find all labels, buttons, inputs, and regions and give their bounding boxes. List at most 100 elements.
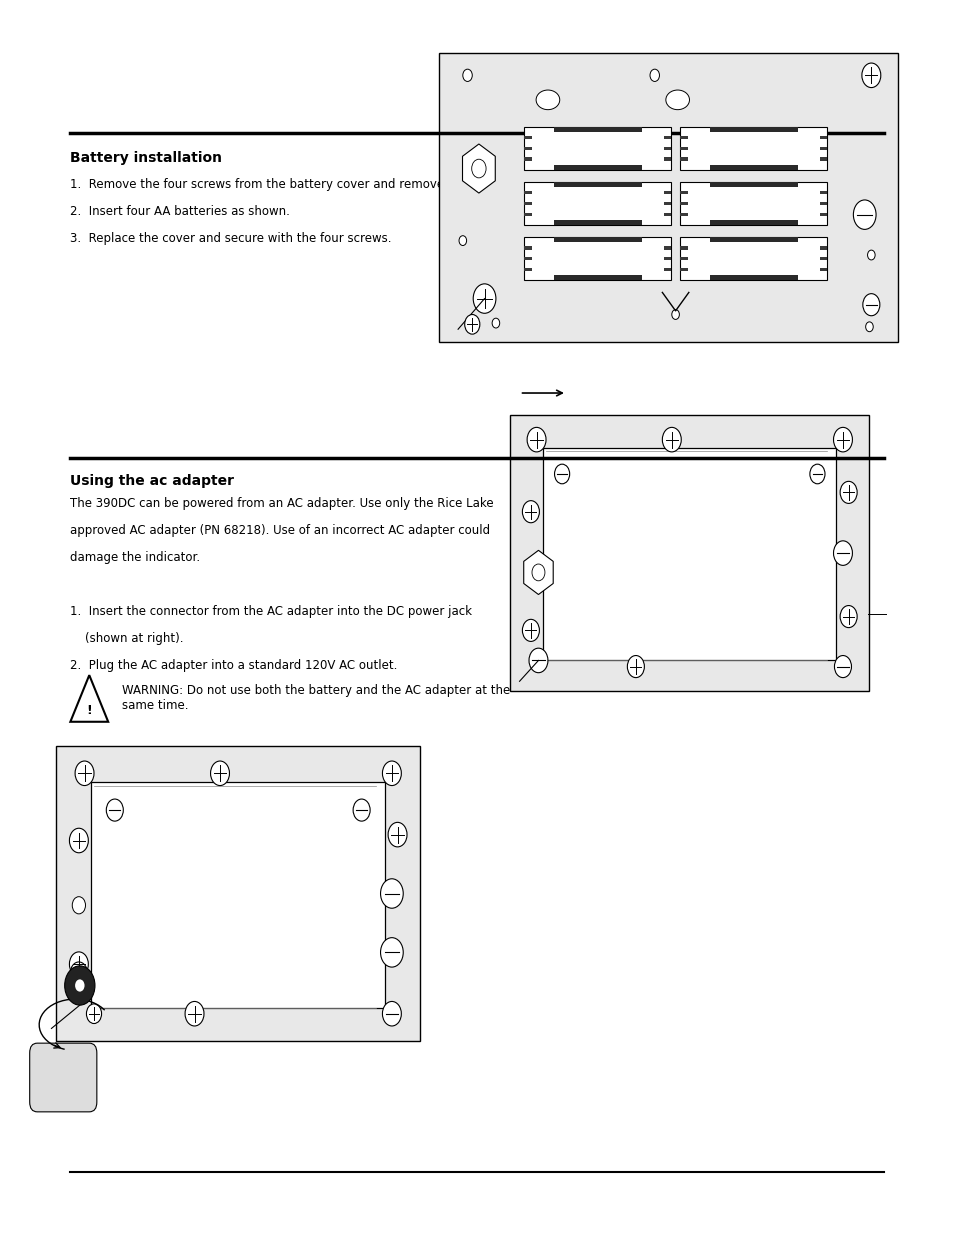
Bar <box>524 257 531 261</box>
Ellipse shape <box>536 90 559 110</box>
Circle shape <box>833 541 852 566</box>
Circle shape <box>380 937 403 967</box>
Bar <box>709 127 797 132</box>
Text: 1.  Remove the four screws from the battery cover and remove the cover.: 1. Remove the four screws from the batte… <box>71 178 506 191</box>
Bar <box>679 268 687 272</box>
Circle shape <box>671 310 679 320</box>
Bar <box>679 246 687 249</box>
Circle shape <box>522 500 538 522</box>
Bar <box>524 201 531 205</box>
Bar <box>819 257 826 261</box>
Circle shape <box>185 1002 204 1026</box>
Bar <box>679 257 687 261</box>
Circle shape <box>70 952 89 977</box>
Text: Using the ac adapter: Using the ac adapter <box>71 474 234 488</box>
Circle shape <box>388 823 407 847</box>
Bar <box>663 147 670 149</box>
Circle shape <box>840 605 856 627</box>
Circle shape <box>840 482 856 504</box>
Circle shape <box>462 69 472 82</box>
Text: 1.  Insert the connector from the AC adapter into the DC power jack: 1. Insert the connector from the AC adap… <box>71 605 472 619</box>
Text: 2.  Plug the AC adapter into a standard 120V AC outlet.: 2. Plug the AC adapter into a standard 1… <box>71 659 397 672</box>
Bar <box>819 157 826 161</box>
Circle shape <box>554 464 569 484</box>
Bar <box>438 53 897 342</box>
Bar <box>819 136 826 140</box>
Text: !: ! <box>87 704 92 716</box>
Circle shape <box>661 427 680 452</box>
Bar <box>524 157 531 161</box>
Ellipse shape <box>665 90 689 110</box>
Circle shape <box>527 427 545 452</box>
Circle shape <box>353 799 370 821</box>
Bar <box>709 237 797 242</box>
Circle shape <box>65 966 95 1005</box>
Bar <box>679 127 826 169</box>
Polygon shape <box>462 144 495 193</box>
Circle shape <box>861 63 880 88</box>
Circle shape <box>106 799 123 821</box>
Text: 3.  Replace the cover and secure with the four screws.: 3. Replace the cover and secure with the… <box>71 232 392 246</box>
Bar <box>663 257 670 261</box>
Bar <box>553 182 640 188</box>
Bar <box>679 157 687 161</box>
Circle shape <box>380 879 403 908</box>
Circle shape <box>522 619 538 641</box>
Circle shape <box>458 236 466 246</box>
Circle shape <box>529 648 547 673</box>
Polygon shape <box>523 551 553 594</box>
Bar <box>524 246 531 249</box>
Circle shape <box>492 319 499 329</box>
Bar <box>663 191 670 194</box>
Bar <box>524 212 531 216</box>
Bar <box>819 268 826 272</box>
Circle shape <box>649 69 659 82</box>
Bar <box>679 201 687 205</box>
Circle shape <box>71 962 88 984</box>
Bar <box>819 212 826 216</box>
Text: Battery installation: Battery installation <box>71 152 222 165</box>
Bar <box>679 147 687 149</box>
Circle shape <box>833 427 852 452</box>
Text: WARNING: Do not use both the battery and the AC adapter at the
same time.: WARNING: Do not use both the battery and… <box>122 684 510 713</box>
Text: approved AC adapter (PN 68218). Use of an incorrect AC adapter could: approved AC adapter (PN 68218). Use of a… <box>71 525 490 537</box>
Bar <box>524 147 531 149</box>
Circle shape <box>864 322 872 332</box>
Bar <box>709 275 797 280</box>
Bar <box>524 127 670 169</box>
Text: (shown at right).: (shown at right). <box>71 632 184 645</box>
Bar <box>663 201 670 205</box>
Bar <box>663 212 670 216</box>
Circle shape <box>853 200 875 230</box>
Circle shape <box>809 464 824 484</box>
Bar <box>679 237 826 280</box>
Circle shape <box>75 761 94 785</box>
Bar <box>819 147 826 149</box>
Bar <box>553 127 640 132</box>
Bar <box>553 237 640 242</box>
Bar <box>663 246 670 249</box>
Bar <box>542 448 836 661</box>
Bar <box>679 182 826 225</box>
Circle shape <box>211 761 230 785</box>
Bar <box>524 191 531 194</box>
Bar <box>819 191 826 194</box>
Circle shape <box>382 1002 401 1026</box>
Bar <box>524 136 531 140</box>
Circle shape <box>862 294 879 316</box>
Text: 2.  Insert four AA batteries as shown.: 2. Insert four AA batteries as shown. <box>71 205 290 219</box>
Bar <box>663 136 670 140</box>
Bar <box>91 782 385 1008</box>
Text: The 390DC can be powered from an AC adapter. Use only the Rice Lake: The 390DC can be powered from an AC adap… <box>71 498 494 510</box>
Circle shape <box>72 897 86 914</box>
Bar <box>709 164 797 169</box>
Bar <box>553 275 640 280</box>
Text: damage the indicator.: damage the indicator. <box>71 551 200 564</box>
Circle shape <box>87 1004 101 1024</box>
Bar <box>663 268 670 272</box>
Circle shape <box>75 979 85 992</box>
Circle shape <box>627 656 643 678</box>
Circle shape <box>382 761 401 785</box>
Bar <box>510 415 868 692</box>
Bar <box>709 220 797 225</box>
